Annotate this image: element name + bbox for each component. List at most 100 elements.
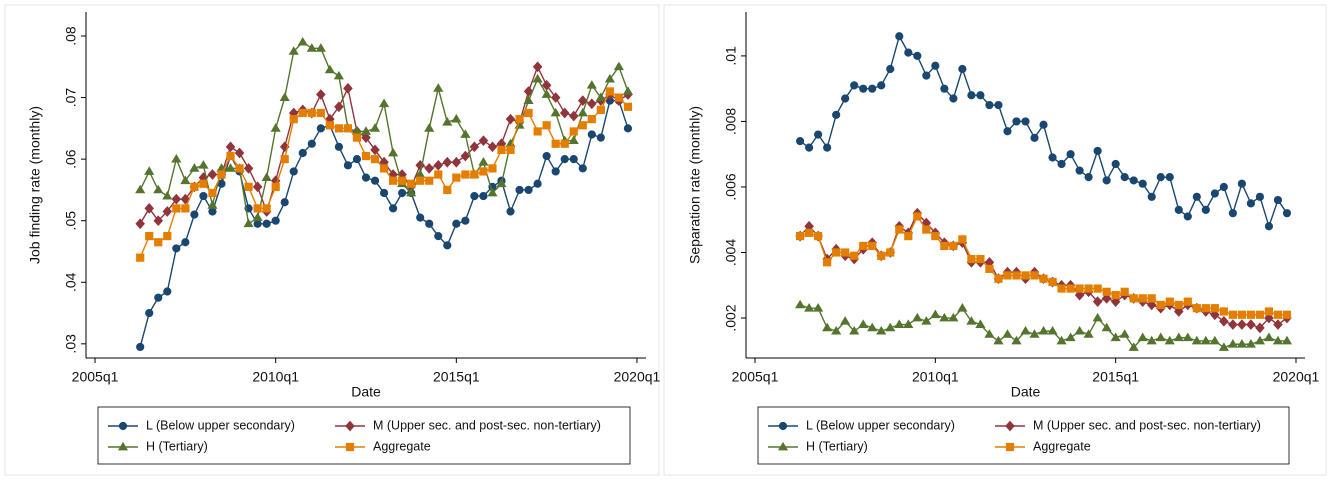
- data-point: [587, 130, 596, 139]
- data-point: [894, 319, 905, 328]
- y-tick-label: .008: [723, 108, 739, 135]
- legend-marker: [118, 421, 128, 431]
- data-point: [931, 61, 940, 70]
- data-point: [506, 145, 515, 155]
- data-point: [315, 43, 326, 52]
- data-point: [181, 238, 190, 247]
- data-point: [198, 160, 209, 169]
- data-point: [1156, 173, 1165, 182]
- data-point: [1209, 335, 1220, 345]
- data-point: [1201, 304, 1210, 313]
- data-point: [560, 139, 569, 148]
- data-point: [262, 204, 271, 213]
- data-point: [976, 254, 985, 264]
- data-point: [425, 176, 434, 185]
- legend-marker: [778, 421, 788, 431]
- data-point: [181, 204, 190, 213]
- data-point: [135, 218, 145, 230]
- data-point: [533, 179, 542, 188]
- x-tick-label: 2005q1: [732, 369, 779, 385]
- data-point: [1228, 319, 1238, 330]
- x-tick-label: 2010q1: [912, 369, 959, 385]
- data-point: [1273, 319, 1283, 330]
- data-point: [298, 108, 307, 118]
- data-point: [1227, 339, 1238, 348]
- data-point: [442, 156, 453, 168]
- data-point: [451, 156, 462, 168]
- data-point: [370, 155, 380, 164]
- data-point: [1165, 297, 1174, 306]
- data-point: [850, 251, 859, 260]
- data-point: [154, 293, 163, 302]
- data-point: [1047, 325, 1058, 335]
- data-point: [434, 231, 443, 241]
- data-point: [416, 213, 425, 222]
- data-point: [587, 98, 597, 110]
- data-point: [940, 241, 949, 251]
- data-point: [252, 181, 263, 193]
- data-point: [253, 204, 262, 213]
- data-point: [605, 87, 614, 96]
- data-point: [541, 89, 552, 98]
- data-point: [343, 124, 353, 133]
- data-point: [136, 342, 145, 352]
- data-point: [604, 73, 615, 83]
- legend-marker: [345, 420, 355, 432]
- data-point: [841, 94, 850, 103]
- data-point: [416, 176, 425, 185]
- data-point: [324, 64, 335, 74]
- data-point: [334, 101, 344, 113]
- data-point: [868, 241, 877, 251]
- data-point: [171, 153, 182, 163]
- data-point: [550, 107, 561, 117]
- legend-box: [757, 406, 1290, 465]
- data-point: [1174, 306, 1184, 317]
- data-point: [442, 117, 453, 126]
- data-point: [913, 212, 922, 221]
- data-point: [568, 110, 579, 122]
- x-tick-label: 2015q1: [433, 369, 480, 385]
- data-point: [162, 206, 173, 217]
- data-point: [425, 219, 434, 228]
- data-point: [1111, 159, 1120, 169]
- legend-label: M (Upper sec. and post-sec. non-tertiary…: [1033, 418, 1261, 432]
- data-point: [877, 81, 886, 90]
- data-point: [1147, 294, 1156, 303]
- data-point: [1110, 332, 1121, 342]
- data-point: [1056, 335, 1067, 345]
- data-point: [443, 241, 452, 250]
- data-point: [145, 231, 154, 241]
- data-point: [190, 210, 199, 219]
- data-point: [235, 164, 244, 173]
- data-point: [470, 170, 479, 179]
- data-point: [1111, 290, 1120, 300]
- data-point: [1201, 205, 1210, 215]
- data-point: [1282, 209, 1292, 218]
- data-point: [261, 172, 272, 181]
- data-point: [1155, 332, 1166, 342]
- x-axis-title: Date: [351, 384, 381, 400]
- data-point: [931, 232, 940, 241]
- data-point: [622, 86, 634, 95]
- data-point: [967, 254, 976, 264]
- data-point: [1245, 339, 1256, 348]
- data-point: [1192, 304, 1201, 313]
- data-point: [208, 207, 217, 216]
- data-point: [1183, 297, 1192, 306]
- data-point: [623, 102, 633, 111]
- legend-label: L (Below upper secondary): [146, 418, 295, 432]
- data-point: [831, 325, 842, 335]
- data-point: [813, 303, 824, 312]
- data-point: [895, 225, 904, 234]
- data-point: [1219, 315, 1229, 327]
- data-point: [832, 110, 841, 119]
- data-point: [280, 198, 289, 207]
- data-point: [136, 253, 145, 262]
- data-point: [949, 241, 958, 251]
- y-axis-title: Separation rate (monthly): [687, 106, 703, 264]
- data-point: [1228, 209, 1237, 218]
- data-point: [885, 322, 896, 332]
- data-point: [424, 123, 435, 132]
- data-point: [461, 216, 470, 225]
